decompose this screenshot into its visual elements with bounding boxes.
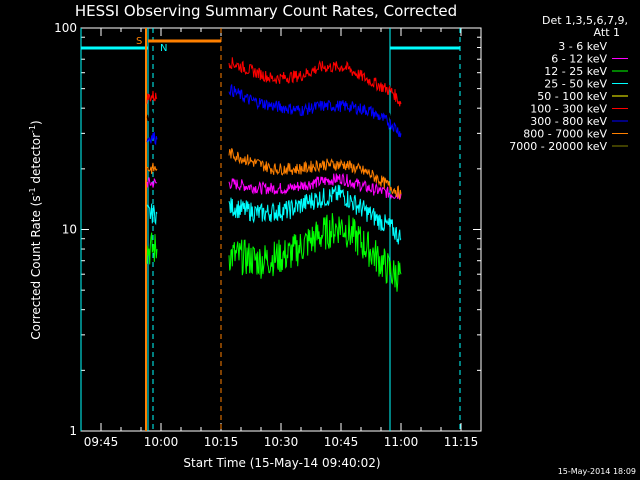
- x-tick-label: 11:00: [384, 435, 419, 449]
- legend-header-detectors: Det 1,3,5,6,7,9,: [542, 14, 628, 27]
- legend-entry: 50 - 100 keV: [537, 90, 607, 103]
- legend-entry: 800 - 7000 keV: [523, 128, 607, 141]
- y-tick-label: 1: [69, 424, 77, 438]
- legend-entry: 25 - 50 keV: [544, 78, 607, 91]
- legend-entry: 300 - 800 keV: [530, 115, 607, 128]
- series-trace: [146, 162, 158, 175]
- x-tick-label: 11:15: [444, 435, 479, 449]
- series-trace: [228, 172, 402, 201]
- x-tick-label: 10:15: [204, 435, 239, 449]
- series-trace: [146, 90, 158, 104]
- legend-entry: 6 - 12 keV: [551, 53, 607, 66]
- x-axis-label: Start Time (15-May-14 09:40:02): [183, 456, 380, 470]
- series-trace: [146, 132, 158, 146]
- series-trace: [228, 84, 402, 138]
- series-7: [146, 148, 402, 200]
- series-2: [146, 213, 402, 292]
- legend-header-attenuator: Att 1: [594, 26, 620, 39]
- series-0: [146, 106, 402, 127]
- series-trace: [146, 203, 158, 226]
- series-trace: [228, 148, 402, 200]
- series-trace: [146, 232, 158, 265]
- y-axis-label: Corrected Count Rate (s-1 detector-1): [28, 120, 43, 339]
- legend-entry: 7000 - 20000 keV: [509, 140, 607, 153]
- saa-label: S: [136, 36, 142, 47]
- x-tick-label: 10:00: [144, 435, 179, 449]
- x-axis: 09:45 10:00 10:15 10:30 10:45 11:00 11:15: [80, 28, 482, 449]
- plot-frame: [80, 27, 482, 432]
- x-tick-label: 10:45: [324, 435, 359, 449]
- x-tick-label: 09:45: [84, 435, 119, 449]
- series-1: [146, 172, 402, 201]
- y-tick-label: 100: [54, 21, 77, 35]
- series-group: [146, 57, 402, 292]
- y-axis: 1 10 100: [54, 21, 481, 438]
- night-label: N: [160, 43, 167, 54]
- legend-entry: 12 - 25 keV: [544, 65, 607, 78]
- chart-title: HESSI Observing Summary Count Rates, Cor…: [75, 2, 457, 20]
- series-trace: [146, 177, 158, 188]
- series-3: [146, 184, 402, 245]
- generated-timestamp: 15-May-2014 18:09: [558, 467, 636, 476]
- series-6: [146, 84, 402, 146]
- x-tick-label: 10:30: [264, 435, 299, 449]
- series-trace: [228, 106, 402, 127]
- y-tick-label: 10: [62, 223, 77, 237]
- series-5: [146, 57, 402, 107]
- series-trace: [228, 57, 402, 107]
- legend-entry: 3 - 6 keV: [558, 40, 607, 53]
- state-markers: S N: [80, 28, 461, 431]
- legend-entry: 100 - 300 keV: [530, 103, 607, 116]
- series-trace: [146, 109, 158, 122]
- series-trace: [228, 184, 402, 245]
- series-trace: [228, 213, 402, 292]
